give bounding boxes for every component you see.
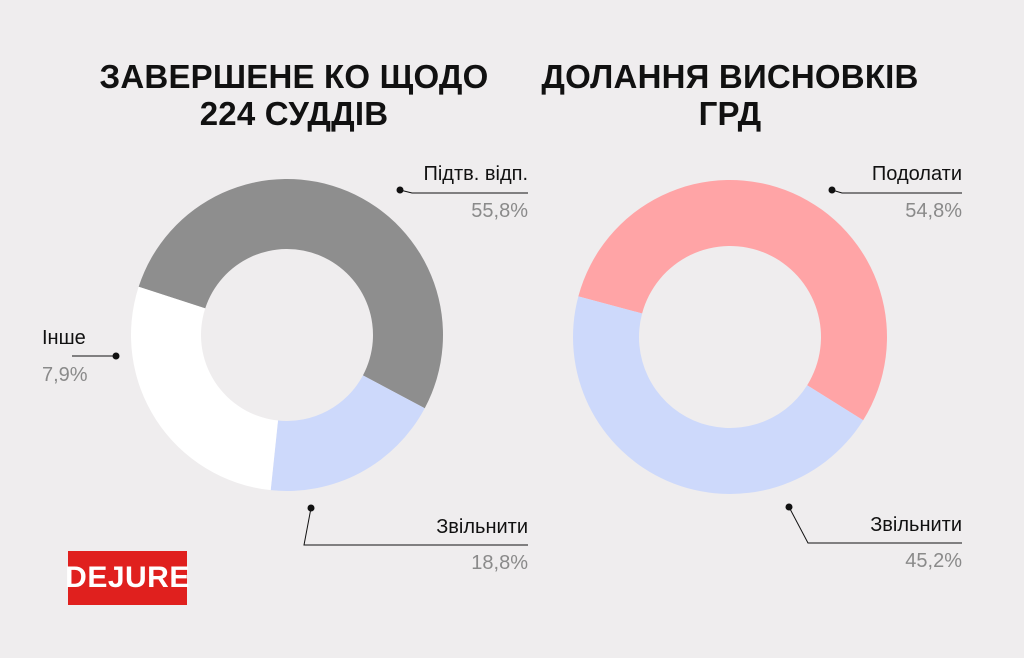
leader-line-pidtv — [399, 189, 528, 194]
leader-dot-podolaty — [828, 186, 836, 194]
leader-dot-pidtv — [396, 186, 404, 194]
slice-label-podolaty: Подолати — [871, 163, 962, 185]
leader-line-podolaty — [831, 189, 962, 194]
leader-line-zvilnyty-left — [303, 507, 528, 546]
leader-dot-zvilnyty-left — [307, 504, 315, 512]
donut-slice-right-zvilnyty — [573, 296, 864, 495]
chart-title-right: ДОЛАННЯ ВИСНОВКІВ ГРД — [541, 58, 919, 132]
leader-dot-inshe — [112, 352, 120, 360]
donut-slice-left-pidtv — [138, 178, 444, 409]
leader-dot-zvilnyty-right — [785, 503, 793, 511]
slice-value-podolaty: 54,8% — [905, 200, 962, 222]
slice-value-zvilnyty-right: 45,2% — [905, 550, 962, 572]
slice-label-inshe: Інше — [42, 327, 86, 349]
donut-slice-left-zvilnyty — [270, 375, 425, 491]
slice-label-zvilnyty-right: Звільнити — [870, 514, 962, 536]
dejure-logo: DEJURE — [65, 551, 189, 605]
slice-label-pidtv: Підтв. відп. — [423, 163, 528, 185]
leader-line-zvilnyty-right — [788, 506, 962, 544]
donut-slice-right-podolaty — [578, 180, 887, 421]
slice-value-zvilnyty-left: 18,8% — [471, 552, 528, 574]
slice-label-zvilnyty-left: Звільнити — [436, 516, 528, 538]
slice-value-inshe: 7,9% — [42, 364, 88, 386]
slice-value-pidtv: 55,8% — [471, 200, 528, 222]
donut-slice-left-inshe — [130, 286, 279, 491]
chart-title-left: ЗАВЕРШЕНЕ КО ЩОДО 224 СУДДІВ — [99, 58, 489, 132]
